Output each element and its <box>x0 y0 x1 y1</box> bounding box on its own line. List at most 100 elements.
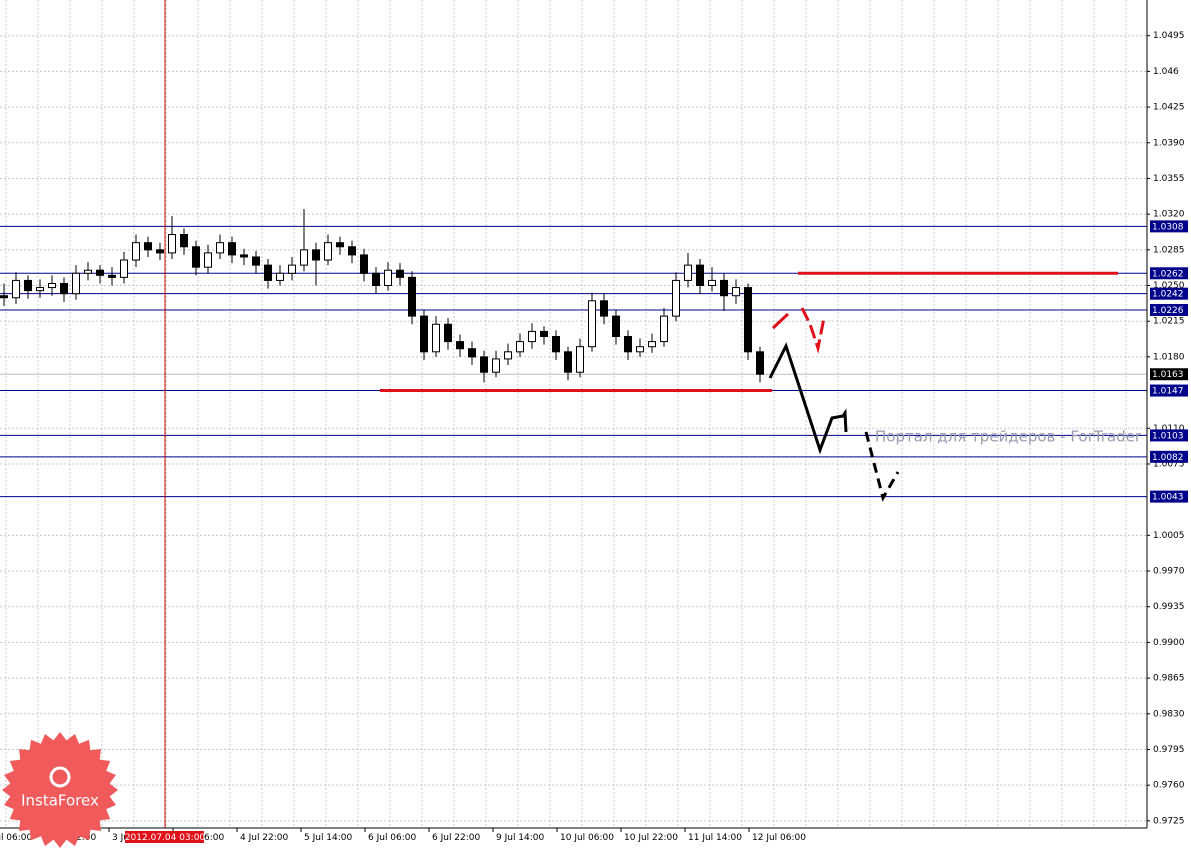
candle-body <box>288 264 296 274</box>
level-tag <box>1150 429 1188 442</box>
candle-body <box>264 264 272 281</box>
logo: InstaForex <box>2 732 118 848</box>
candle-body <box>228 242 236 256</box>
grid <box>0 0 1147 828</box>
candle-body <box>72 272 80 295</box>
alt-arrow <box>800 307 826 354</box>
y-tick-label: 0.9900 <box>1153 638 1185 648</box>
level-tag <box>1150 267 1188 280</box>
candle-body <box>324 242 332 261</box>
candle-body <box>24 279 32 292</box>
candle-body <box>48 282 56 289</box>
candle-body <box>312 249 320 261</box>
candle-body <box>636 346 644 353</box>
forecast-arrow-dashed <box>864 431 900 502</box>
x-tick-label: 10 Jul 06:00 <box>560 833 614 843</box>
y-tick-label: 0.9970 <box>1153 567 1185 577</box>
candle-body <box>276 272 284 281</box>
candle-body <box>240 254 248 258</box>
candle-body <box>336 242 344 248</box>
candle-body <box>168 234 176 254</box>
price-axis-bg <box>1147 0 1191 849</box>
candle-body <box>456 341 464 350</box>
level-label: 1.0147 <box>1152 387 1184 397</box>
y-tick-label: 1.0215 <box>1153 317 1185 327</box>
level-label: 1.0242 <box>1152 290 1184 300</box>
candle-body <box>552 336 560 353</box>
level-label: 1.0226 <box>1152 306 1184 316</box>
candle-body <box>420 315 428 353</box>
candle-body <box>492 358 500 373</box>
candle-body <box>648 341 656 348</box>
candle-body <box>756 351 764 375</box>
level-label: 1.0308 <box>1152 222 1184 232</box>
candle-body <box>480 356 488 373</box>
candle-body <box>732 287 740 297</box>
candle-body <box>252 256 260 266</box>
candle-body <box>540 330 548 338</box>
candle-body <box>720 279 728 297</box>
y-tick-label: 1.0355 <box>1153 174 1185 184</box>
x-tick-label: 2 Jul 06:00 <box>0 833 33 843</box>
candle-body <box>600 300 608 317</box>
candle-body <box>204 252 212 268</box>
y-tick-label: 1.0110 <box>1153 424 1185 434</box>
candle-body <box>84 269 92 274</box>
y-axis-labels: 1.0495 1.046 1.0425 1.0390 1.0355 1.0320 1.028… <box>1147 31 1185 826</box>
y-tick-label: 0.9935 <box>1153 602 1185 612</box>
y-tick-label: 0.9830 <box>1153 709 1185 719</box>
candle-body <box>660 315 668 343</box>
y-tick-label: 1.0285 <box>1153 245 1185 255</box>
forecast-drawing <box>768 307 900 502</box>
crosshair-tag <box>125 831 204 843</box>
candle-body <box>300 249 308 266</box>
candle-body <box>108 274 116 278</box>
level-tag <box>1150 287 1188 300</box>
y-tick-label: 1.0495 <box>1153 31 1185 41</box>
candle-body <box>96 269 104 276</box>
level-label: 1.0043 <box>1152 493 1184 503</box>
level-tag <box>1150 490 1188 503</box>
y-tick-label: 1.0005 <box>1153 531 1185 541</box>
current-price-tag <box>1150 368 1188 381</box>
x-tick-label: 6 Jul 22:00 <box>432 833 481 843</box>
alt-arrow <box>771 312 790 330</box>
x-tick-label: 4 Jul 22:00 <box>240 833 289 843</box>
forecast-arrow <box>768 342 848 455</box>
x-tick-label: 12 Jul 06:00 <box>752 833 806 843</box>
y-tick-label: 1.0320 <box>1153 210 1185 220</box>
candle-body <box>180 234 188 248</box>
candle-body <box>588 300 596 348</box>
y-tick-label: 1.0075 <box>1153 459 1185 469</box>
logo-text: InstaForex <box>21 792 99 810</box>
x-tick-label: 10 Jul 22:00 <box>624 833 678 843</box>
candles <box>0 209 764 383</box>
candle-body <box>12 279 20 299</box>
candle-body <box>432 323 440 353</box>
x-tick-label: 5 Jul 14:00 <box>304 833 353 843</box>
y-tick-label: 0.9865 <box>1153 674 1185 684</box>
candle-body <box>696 264 704 287</box>
candle-body <box>684 264 692 281</box>
x-tick-label: 6 Jul 06:00 <box>368 833 417 843</box>
candle-body <box>144 242 152 251</box>
y-tick-label: 0.9760 <box>1153 781 1185 791</box>
candle-body <box>396 269 404 278</box>
watermark: Портал для трейдеров - ForTrader <box>875 428 1142 446</box>
y-tick-label: 1.0250 <box>1153 281 1185 291</box>
candle-body <box>504 351 512 360</box>
candle-body <box>36 287 44 292</box>
candle-body <box>192 246 200 268</box>
x-tick-label: 9 Jul 14:00 <box>496 833 545 843</box>
candle-body <box>708 279 716 287</box>
candle-body <box>444 323 452 343</box>
level-label: 1.0262 <box>1152 269 1184 279</box>
level-tag <box>1150 220 1188 233</box>
candle-body <box>348 246 356 256</box>
candle-body <box>360 254 368 274</box>
y-tick-label: 0.9725 <box>1153 816 1185 826</box>
logo-badge <box>2 732 118 848</box>
y-tick-label: 1.0390 <box>1153 138 1185 148</box>
